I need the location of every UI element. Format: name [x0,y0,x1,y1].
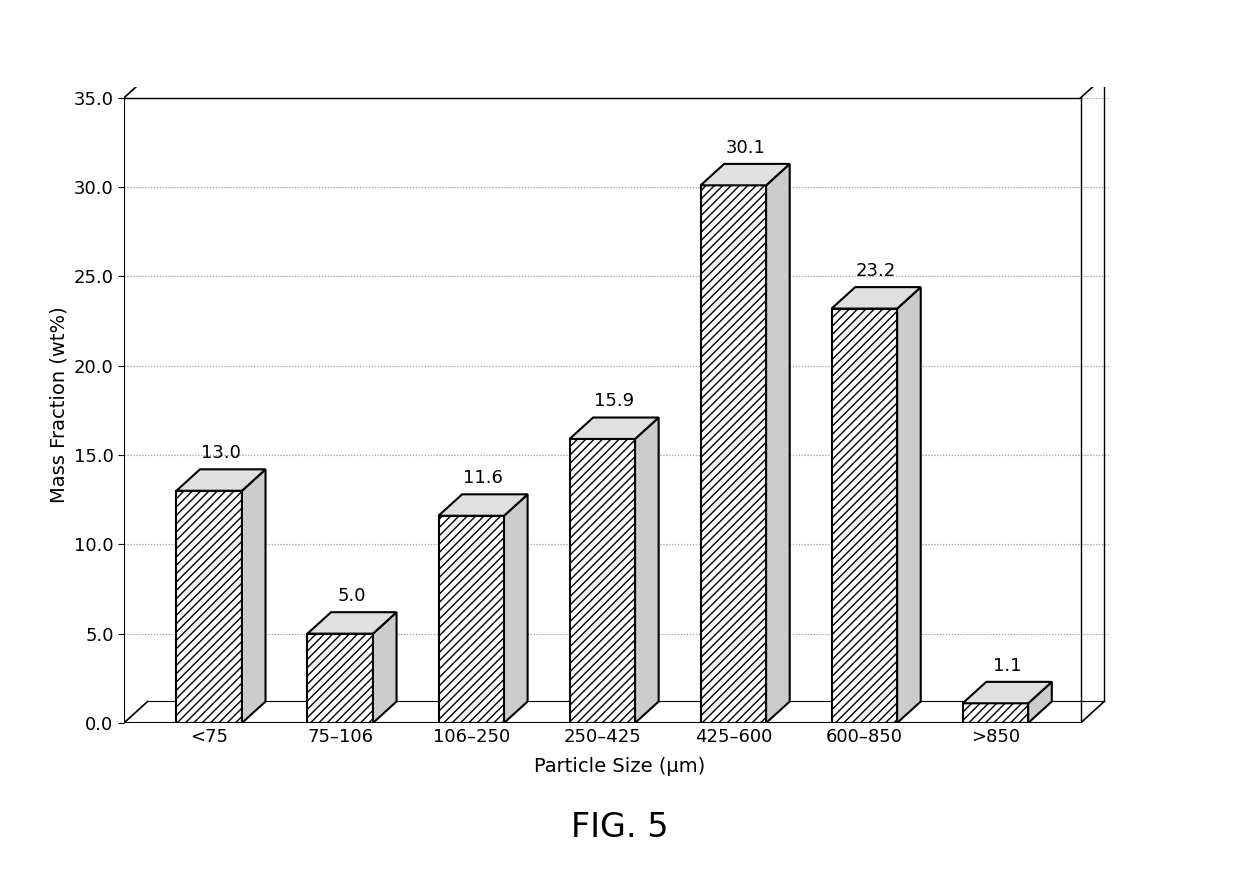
Text: 30.1: 30.1 [725,138,765,157]
Polygon shape [439,495,527,516]
Text: 1.1: 1.1 [993,657,1022,675]
Polygon shape [176,469,265,490]
Polygon shape [898,287,921,723]
Polygon shape [308,633,373,723]
Polygon shape [832,287,921,308]
Text: 23.2: 23.2 [856,262,897,280]
Polygon shape [242,469,265,723]
Polygon shape [569,417,658,439]
Text: FIG. 5: FIG. 5 [572,811,668,844]
Polygon shape [701,186,766,723]
Polygon shape [176,490,242,723]
Polygon shape [832,308,898,723]
Polygon shape [962,682,1052,703]
Polygon shape [373,612,397,723]
Y-axis label: Mass Fraction (wt%): Mass Fraction (wt%) [50,307,68,503]
Text: 13.0: 13.0 [201,444,241,463]
Polygon shape [635,417,658,723]
Polygon shape [766,164,790,723]
Text: 5.0: 5.0 [337,587,366,605]
Polygon shape [503,495,527,723]
Polygon shape [569,439,635,723]
Polygon shape [701,164,790,186]
Text: 11.6: 11.6 [463,469,503,487]
Polygon shape [439,516,503,723]
X-axis label: Particle Size (μm): Particle Size (μm) [534,757,706,776]
Polygon shape [1028,682,1052,723]
Text: 15.9: 15.9 [594,392,634,410]
Polygon shape [308,612,397,633]
Polygon shape [962,703,1028,723]
